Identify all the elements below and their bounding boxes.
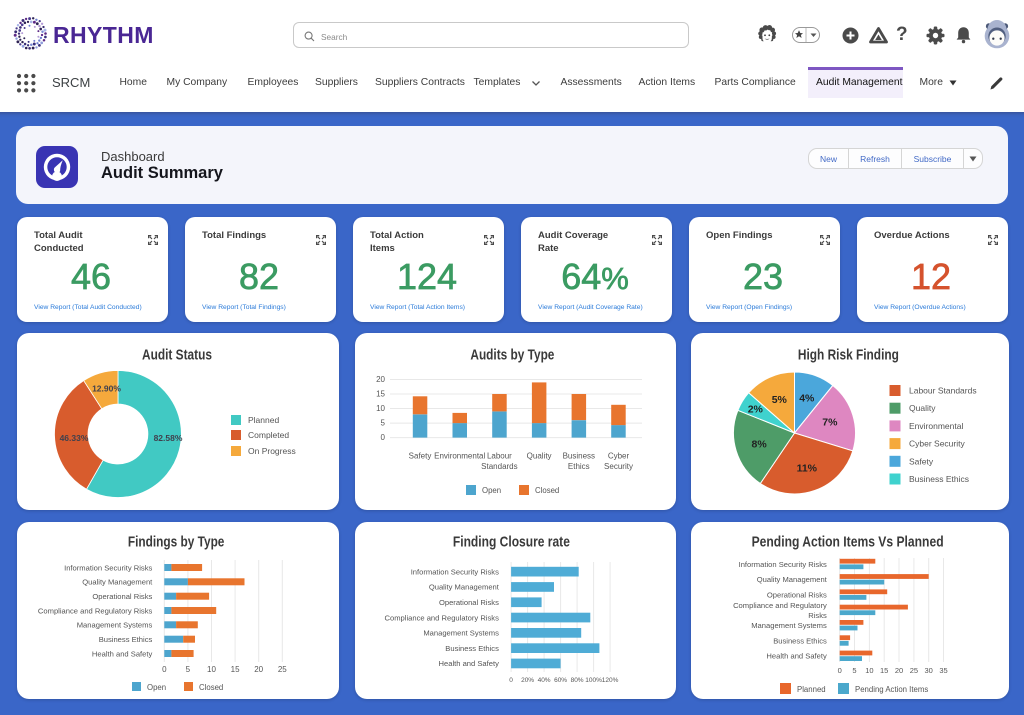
svg-text:20: 20 — [895, 666, 903, 675]
svg-text:Management Systems: Management Systems — [751, 621, 827, 630]
svg-text:35: 35 — [939, 666, 947, 675]
svg-text:0: 0 — [838, 666, 842, 675]
svg-text:Labour: Labour — [487, 452, 512, 461]
svg-text:Open: Open — [482, 486, 501, 495]
svg-text:5%: 5% — [772, 394, 788, 406]
svg-text:Planned: Planned — [797, 685, 826, 694]
svg-text:Audits by Type: Audits by Type — [470, 346, 554, 363]
svg-text:30: 30 — [925, 666, 933, 675]
svg-text:4%: 4% — [799, 393, 815, 405]
svg-text:120%: 120% — [602, 677, 619, 684]
svg-text:Cyber: Cyber — [608, 452, 630, 461]
svg-text:Quality Management: Quality Management — [757, 575, 828, 584]
svg-text:Quality Management: Quality Management — [82, 578, 153, 587]
svg-text:Quality Management: Quality Management — [429, 583, 500, 592]
svg-text:Business Ethics: Business Ethics — [909, 474, 969, 484]
svg-text:Operational Risks: Operational Risks — [92, 592, 152, 601]
svg-text:0: 0 — [509, 677, 513, 684]
svg-text:Environmental: Environmental — [909, 421, 963, 431]
svg-text:Security: Security — [604, 462, 633, 471]
svg-text:Completed: Completed — [248, 430, 289, 440]
svg-text:25: 25 — [278, 665, 287, 674]
svg-text:100%: 100% — [585, 677, 602, 684]
svg-text:Compliance and Regulatory Risk: Compliance and Regulatory Risks — [385, 613, 500, 622]
svg-text:Health and Safety: Health and Safety — [766, 652, 827, 661]
svg-text:Management Systems: Management Systems — [77, 621, 153, 630]
svg-text:Information Security Risks: Information Security Risks — [411, 567, 499, 576]
svg-text:15: 15 — [880, 666, 888, 675]
svg-text:Planned: Planned — [248, 415, 279, 425]
svg-text:Compliance and Regulatory Risk: Compliance and Regulatory Risks — [38, 606, 153, 615]
svg-text:Operational Risks: Operational Risks — [439, 598, 499, 607]
svg-text:Closed: Closed — [535, 486, 559, 495]
svg-text:46.33%: 46.33% — [60, 433, 89, 443]
svg-text:Closed: Closed — [199, 683, 223, 692]
svg-text:Safety: Safety — [409, 452, 432, 461]
svg-text:Business Ethics: Business Ethics — [773, 636, 827, 645]
svg-text:Health and Safety: Health and Safety — [439, 659, 500, 668]
svg-text:Ethics: Ethics — [568, 462, 590, 471]
svg-text:5: 5 — [852, 666, 856, 675]
svg-text:8%: 8% — [752, 438, 768, 450]
svg-text:Pending Action Items Vs Planne: Pending Action Items Vs Planned — [752, 534, 944, 551]
svg-text:10: 10 — [376, 404, 385, 413]
svg-text:Pending Action Items: Pending Action Items — [855, 685, 928, 694]
svg-text:Business Ethics: Business Ethics — [445, 644, 499, 653]
svg-text:Finding Closure rate: Finding Closure rate — [453, 534, 570, 551]
svg-text:Management Systems: Management Systems — [423, 629, 499, 638]
svg-text:11%: 11% — [797, 462, 818, 474]
svg-text:Quality: Quality — [527, 452, 552, 461]
svg-text:20: 20 — [376, 375, 385, 384]
svg-text:5: 5 — [186, 665, 191, 674]
svg-text:10: 10 — [207, 665, 216, 674]
svg-text:Labour Standards: Labour Standards — [909, 386, 977, 396]
svg-text:10: 10 — [865, 666, 873, 675]
svg-text:Business: Business — [563, 452, 595, 461]
svg-text:Information Security Risks: Information Security Risks — [739, 560, 827, 569]
svg-text:Business Ethics: Business Ethics — [99, 635, 153, 644]
svg-text:Findings by Type: Findings by Type — [128, 534, 224, 551]
svg-text:Risks: Risks — [808, 611, 827, 620]
svg-text:0: 0 — [162, 665, 167, 674]
svg-text:Standards: Standards — [481, 462, 517, 471]
svg-text:2%: 2% — [748, 403, 764, 415]
svg-text:5: 5 — [381, 419, 386, 428]
svg-text:12.90%: 12.90% — [92, 384, 121, 394]
svg-text:Health and Safety: Health and Safety — [92, 649, 153, 658]
svg-text:Environmental: Environmental — [434, 452, 485, 461]
svg-text:Quality: Quality — [909, 403, 936, 413]
svg-text:20: 20 — [254, 665, 263, 674]
svg-text:Cyber Security: Cyber Security — [909, 439, 965, 449]
svg-text:Information Security Risks: Information Security Risks — [64, 563, 152, 572]
svg-text:Open: Open — [147, 683, 166, 692]
svg-text:Compliance and Regulatory: Compliance and Regulatory — [733, 601, 827, 610]
svg-text:Safety: Safety — [909, 456, 934, 466]
svg-text:60%: 60% — [554, 677, 567, 684]
svg-text:7%: 7% — [822, 417, 838, 429]
svg-text:20%: 20% — [521, 677, 534, 684]
svg-text:15: 15 — [376, 390, 385, 399]
svg-text:High Risk Finding: High Risk Finding — [798, 346, 899, 363]
svg-text:40%: 40% — [538, 677, 551, 684]
svg-text:82.58%: 82.58% — [154, 433, 183, 443]
svg-text:15: 15 — [231, 665, 240, 674]
svg-text:0: 0 — [381, 433, 386, 442]
svg-text:Operational Risks: Operational Risks — [767, 590, 827, 599]
svg-text:Audit Status: Audit Status — [142, 346, 212, 363]
svg-text:On Progress: On Progress — [248, 446, 296, 456]
svg-text:25: 25 — [910, 666, 918, 675]
svg-text:80%: 80% — [571, 677, 584, 684]
